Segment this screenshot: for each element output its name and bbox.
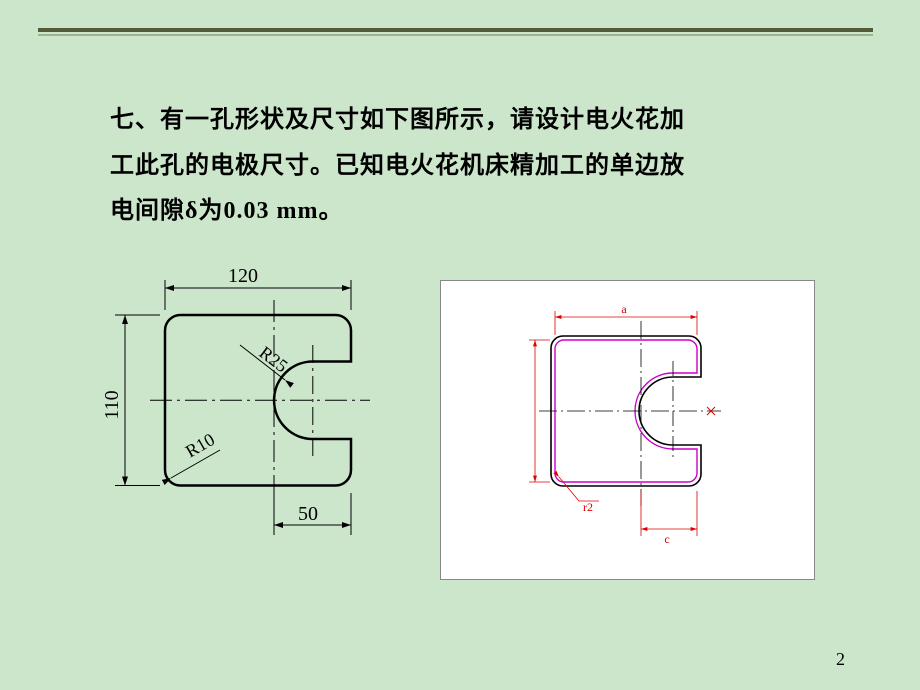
page-number: 2 bbox=[836, 649, 845, 670]
problem-line-1: 七、有一孔形状及尺寸如下图所示，请设计电火花加 bbox=[110, 98, 800, 144]
label-c: c bbox=[664, 532, 669, 546]
right-drawing-panel: a r2 c bbox=[440, 280, 815, 580]
r2-leader bbox=[559, 477, 579, 501]
header-rule-dark bbox=[38, 28, 873, 32]
label-r2: r2 bbox=[583, 500, 593, 514]
dim-left-height: 110 bbox=[101, 390, 123, 419]
problem-line-3: 电间隙δ为0.03 mm。 bbox=[110, 189, 800, 235]
dim-top-width: 120 bbox=[228, 265, 258, 287]
header-rule-light bbox=[38, 34, 873, 36]
dim-r10: R10 bbox=[182, 429, 218, 461]
label-a: a bbox=[621, 302, 627, 316]
dim-bottom-width: 50 bbox=[298, 503, 318, 525]
left-engineering-drawing: 120 110 50 R25 R10 bbox=[85, 260, 395, 590]
problem-line-2: 工此孔的电极尺寸。已知电火花机床精加工的单边放 bbox=[110, 144, 800, 190]
right-engineering-drawing: a r2 c bbox=[501, 291, 761, 571]
problem-statement: 七、有一孔形状及尺寸如下图所示，请设计电火花加 工此孔的电极尺寸。已知电火花机床… bbox=[110, 98, 800, 235]
